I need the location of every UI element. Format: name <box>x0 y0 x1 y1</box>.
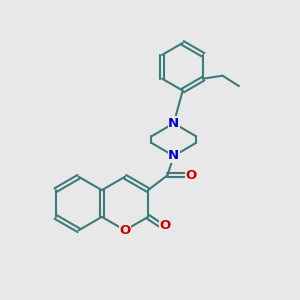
Text: O: O <box>119 224 130 237</box>
Text: O: O <box>185 169 197 182</box>
Text: N: N <box>168 149 179 162</box>
Text: O: O <box>160 219 171 232</box>
Text: N: N <box>168 117 179 130</box>
